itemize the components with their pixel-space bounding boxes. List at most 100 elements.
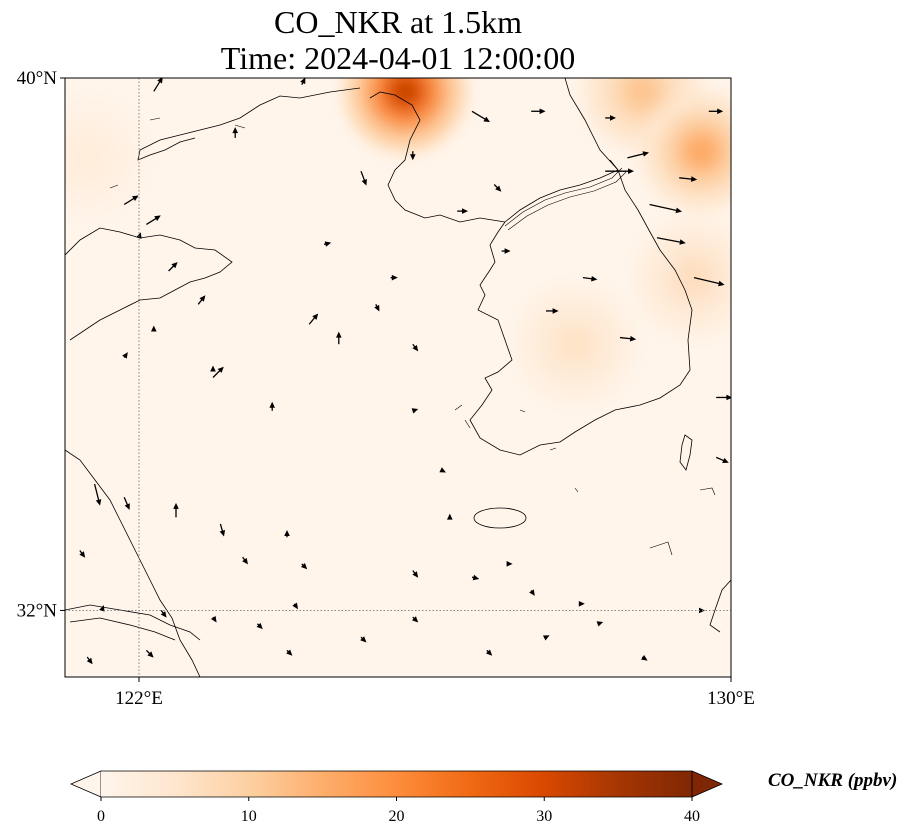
lon-tick-label: 122°E	[115, 688, 163, 709]
coastlines	[65, 78, 731, 677]
wind-vector	[542, 635, 550, 641]
wind-vector	[619, 335, 637, 342]
colorbar-ticks: 0 10 20 30 40	[97, 797, 700, 825]
colorbar-extend-min	[69, 770, 102, 798]
concentration-field	[65, 78, 731, 405]
coastline-north-korea-west	[504, 169, 619, 223]
wind-vector	[99, 605, 105, 612]
latitude-tick-labels: 40°N 32°N	[17, 68, 65, 621]
wind-vector	[485, 649, 493, 656]
wind-vector	[232, 127, 238, 138]
colorbar-tick-label: 40	[684, 808, 700, 825]
coastline-korean-peninsula	[469, 159, 693, 456]
coastline-jiangsu	[65, 449, 201, 677]
wind-vector	[160, 610, 167, 618]
wind-vector	[300, 78, 306, 85]
coastline-islands-sw	[109, 117, 716, 556]
wind-vector	[715, 456, 729, 463]
coastline-japan-kyushu	[709, 579, 731, 633]
wind-vector	[360, 636, 367, 643]
wind-vector	[123, 195, 139, 206]
wind-vector	[457, 208, 468, 214]
colorbar: 0 10 20 30 40	[69, 770, 724, 825]
gridlines	[65, 78, 731, 677]
wind-vectors	[79, 78, 731, 665]
wind-vector	[693, 277, 725, 287]
coastline-yangtze-mouth	[65, 604, 201, 641]
wind-vector	[210, 365, 216, 372]
wind-vector	[411, 616, 419, 623]
wind-vector	[173, 502, 179, 518]
wind-vector	[146, 215, 161, 225]
colorbar-tick-label: 30	[536, 808, 552, 825]
co-plume-5-ring-3	[73, 143, 102, 172]
wind-vector	[360, 170, 367, 186]
co-plume-4-ring-3	[561, 330, 590, 359]
wind-vector	[151, 325, 157, 332]
wind-vector	[641, 654, 648, 661]
wind-vector	[153, 78, 163, 92]
coastline-jeju	[473, 507, 527, 529]
wind-vector	[656, 237, 686, 245]
wind-vector	[471, 110, 490, 123]
wind-vector	[578, 600, 585, 607]
wind-vector	[122, 352, 128, 359]
colorbar-tick-label: 20	[389, 808, 405, 825]
wind-vector	[210, 615, 217, 623]
longitude-tick-labels: 122°E 130°E	[115, 677, 755, 709]
wind-vector	[86, 656, 93, 665]
wind-vector	[292, 602, 298, 610]
map-background	[65, 78, 731, 677]
colorbar-extend-max	[691, 770, 724, 798]
wind-vector	[531, 108, 546, 115]
wind-vector	[506, 561, 513, 567]
wind-vector	[212, 366, 224, 378]
wind-vector	[323, 241, 332, 247]
wind-vector	[269, 401, 275, 411]
coastline-liaodong	[369, 91, 506, 223]
wind-vector	[197, 295, 206, 305]
colorbar-tick-label: 0	[97, 808, 105, 825]
wind-vector	[529, 589, 535, 596]
wind-vector	[501, 248, 511, 254]
wind-vector	[582, 275, 598, 282]
wind-vector	[300, 563, 308, 570]
wind-vector	[447, 513, 453, 520]
wind-vector	[410, 151, 416, 161]
wind-vector	[79, 550, 86, 558]
lon-tick-label: 130°E	[707, 688, 755, 709]
wind-vector	[242, 556, 248, 565]
map-subtitle-time: Time: 2024-04-01 12:00:00	[220, 40, 576, 76]
wind-vector	[168, 262, 178, 272]
colorbar-tick-label: 10	[241, 808, 257, 825]
co-plume-1-ring-3	[628, 78, 657, 106]
wind-vector	[336, 331, 342, 345]
wind-vector	[605, 168, 634, 174]
wind-vector	[390, 274, 398, 281]
wind-vector	[411, 408, 419, 414]
coastline-shandong	[65, 227, 233, 341]
coastline-bohai-north	[137, 87, 361, 161]
wind-vector	[412, 570, 419, 578]
wind-vector	[471, 574, 480, 581]
border-korea-china	[504, 167, 627, 231]
colorbar-label: CO_NKR (ppbv)	[768, 770, 898, 791]
coastline-east-korea-bay	[564, 78, 619, 171]
co-plume-2-ring-3	[687, 137, 716, 166]
wind-vector	[286, 649, 293, 656]
wind-vector	[493, 184, 502, 192]
wind-vector	[546, 308, 559, 314]
wind-vector	[679, 176, 698, 182]
colorbar-gradient	[101, 771, 692, 797]
wind-vector	[374, 303, 380, 312]
map-title: CO_NKR at 1.5km	[274, 4, 522, 40]
wind-vector	[649, 203, 682, 214]
wind-vector	[596, 621, 604, 627]
wind-vector	[256, 622, 263, 630]
map-panel	[64, 77, 732, 678]
wind-vector	[93, 483, 102, 506]
coastline-tsushima	[679, 434, 693, 471]
wind-vector	[627, 151, 649, 159]
wind-vector	[145, 649, 154, 658]
lat-tick-label: 32°N	[17, 600, 58, 621]
